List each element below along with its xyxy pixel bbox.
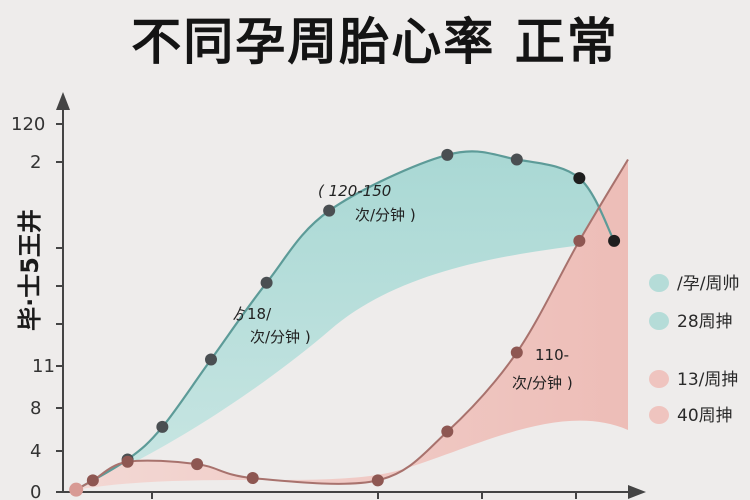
annotation-2-line1: ゟ18/ <box>232 305 272 323</box>
teal-data-point <box>323 204 336 217</box>
series-line-pink <box>75 158 629 491</box>
pink-data-point <box>510 346 523 359</box>
annotation-pink: 110- 次/分钟 ) <box>512 346 573 392</box>
legend-swatch-3 <box>649 370 669 388</box>
y-tick-label: 4 <box>30 441 41 462</box>
y-tick-label: 8 <box>30 398 41 419</box>
x-tick-marks <box>151 492 577 499</box>
legend: /孕/周帅 28周抻 13/周抻 40周抻 <box>649 274 739 426</box>
y-tick-label: 120 <box>11 114 45 135</box>
teal-data-point <box>441 148 454 161</box>
pink-data-point <box>191 458 204 471</box>
legend-swatch-1 <box>649 274 669 292</box>
teal-data-point <box>573 172 586 185</box>
y-tick-label: 0 <box>30 482 41 500</box>
legend-swatch-4 <box>649 406 669 424</box>
pink-data-point <box>86 474 99 487</box>
annotation-teal-top: ( 120-150 次/分钟 ) <box>318 182 416 224</box>
teal-data-point <box>510 153 523 166</box>
data-points <box>69 148 621 497</box>
annotation-3-line2: 次/分钟 ) <box>512 374 573 392</box>
series-fill-pink <box>76 159 629 490</box>
legend-swatch-2 <box>649 312 669 330</box>
annotation-2-line2: 次/分钟 ) <box>250 328 311 346</box>
pink-data-point <box>441 425 454 438</box>
legend-label-2: 28周抻 <box>677 312 733 332</box>
annotation-teal-mid: ゟ18/ 次/分钟 ) <box>232 305 311 346</box>
pink-data-point <box>246 472 259 485</box>
y-ticks: 0 4 8 11 2 120 <box>11 114 63 500</box>
teal-data-point <box>608 234 621 247</box>
x-axis-arrow-icon <box>628 485 646 499</box>
annotation-3-line1: 110- <box>535 346 569 364</box>
series-fill-teal <box>76 151 615 490</box>
legend-label-1: /孕/周帅 <box>677 274 739 294</box>
series-line-teal <box>75 150 616 491</box>
annotation-1-line1: ( 120-150 <box>318 182 391 200</box>
pink-data-point <box>121 455 134 468</box>
y-axis-arrow-icon <box>56 92 70 110</box>
y-tick-label: 2 <box>30 152 41 173</box>
teal-data-point <box>260 276 273 289</box>
annotation-1-line2: 次/分钟 ) <box>355 206 416 224</box>
legend-label-3: 13/周抻 <box>677 370 738 390</box>
chart-title: 不同孕周胎心率 正常 <box>131 13 619 71</box>
pink-data-point <box>371 474 384 487</box>
pink-data-point <box>573 234 586 247</box>
y-axis-label: 毕·士5王井 <box>16 209 44 331</box>
legend-label-4: 40周抻 <box>677 406 733 426</box>
teal-data-point <box>156 420 169 433</box>
pink-data-point <box>69 482 84 497</box>
teal-data-point <box>205 353 217 366</box>
y-tick-label: 11 <box>32 356 55 377</box>
